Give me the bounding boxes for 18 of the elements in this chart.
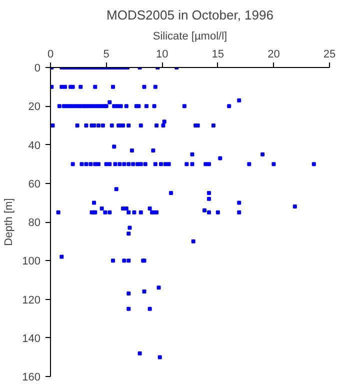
y-tick-label: 160 bbox=[22, 372, 41, 384]
y-tick-label: 100 bbox=[22, 256, 41, 268]
y-tick-label: 40 bbox=[28, 140, 41, 152]
y-tick-label: 60 bbox=[28, 178, 41, 190]
x-tick-label: 10 bbox=[156, 48, 168, 60]
y-tick-label: 140 bbox=[22, 332, 41, 345]
x-tick-label: 5 bbox=[103, 48, 110, 60]
y-tick-label: 20 bbox=[28, 101, 41, 114]
y-tick-label: 0 bbox=[34, 62, 41, 74]
y-axis-title: Depth [m] bbox=[3, 198, 16, 246]
x-tick-label: 0 bbox=[47, 48, 54, 60]
x-tick-label: 15 bbox=[212, 48, 224, 60]
y-tick-label: 120 bbox=[22, 294, 41, 306]
y-tick-label: 80 bbox=[28, 217, 41, 229]
x-axis-title: Silicate [µmol/l] bbox=[152, 30, 228, 42]
chart-title: MODS2005 in October, 1996 bbox=[106, 8, 274, 22]
x-tick-label: 25 bbox=[323, 48, 336, 60]
x-tick-label: 20 bbox=[268, 48, 280, 60]
